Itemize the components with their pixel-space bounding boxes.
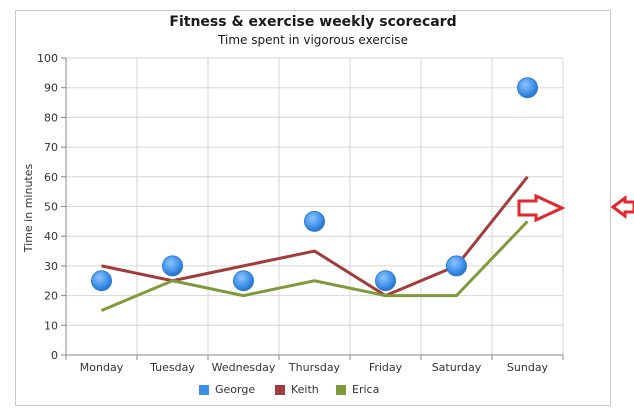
chart-frame: [15, 10, 611, 406]
y-tick-label: 20: [44, 290, 58, 303]
y-tick-label: 0: [51, 349, 58, 362]
data-point-george: [517, 77, 538, 99]
data-point-george: [233, 270, 254, 292]
legend-label: George: [215, 383, 256, 396]
data-point-george: [91, 270, 112, 292]
legend-label: Keith: [291, 383, 319, 396]
chart-subtitle: Time spent in vigorous exercise: [218, 33, 408, 47]
x-tick-label: Monday: [80, 361, 124, 374]
right-arrow-icon: [517, 193, 566, 223]
axes: [61, 57, 564, 360]
legend: George Keith Erica: [0, 383, 634, 399]
data-point-george: [446, 255, 467, 277]
y-tick-label: 60: [44, 171, 58, 184]
x-tick-label: Friday: [369, 361, 403, 374]
legend-item-keith[interactable]: Keith: [275, 383, 319, 396]
x-tick-label: Sunday: [507, 361, 549, 374]
y-tick-label: 30: [44, 260, 58, 273]
y-tick-label: 50: [44, 201, 58, 214]
series-layer: [91, 77, 538, 312]
y-tick-label: 70: [44, 141, 58, 154]
x-tick-label: Thursday: [288, 361, 341, 374]
legend-label: Erica: [352, 383, 380, 396]
y-tick-label: 10: [44, 319, 58, 332]
y-tick-label: 100: [37, 52, 58, 65]
legend-item-erica[interactable]: Erica: [336, 383, 379, 396]
x-tick-label: Tuesday: [149, 361, 195, 374]
y-axis-label: Time in minutes: [22, 163, 35, 253]
x-tick-label: Saturday: [432, 361, 482, 374]
y-tick-label: 80: [44, 111, 58, 124]
y-tick-label: 90: [44, 82, 58, 95]
legend-swatch: [275, 384, 285, 395]
data-point-george: [304, 210, 325, 232]
y-tick-label: 40: [44, 230, 58, 243]
series-line-erica: [100, 220, 529, 312]
legend-item-george[interactable]: George: [199, 383, 255, 396]
left-arrow-icon: [610, 195, 634, 219]
legend-swatch: [336, 384, 346, 395]
legend-swatch: [199, 384, 209, 395]
tick-labels: 0 10 20 30 40 50 60 70 80 90 100 Monday Tuesday Wedne…: [37, 52, 549, 374]
chart-title: Fitness & exercise weekly scorecard: [169, 14, 457, 30]
x-tick-label: Wednesday: [212, 361, 276, 374]
data-point-george: [375, 270, 396, 292]
data-point-george: [162, 255, 183, 277]
